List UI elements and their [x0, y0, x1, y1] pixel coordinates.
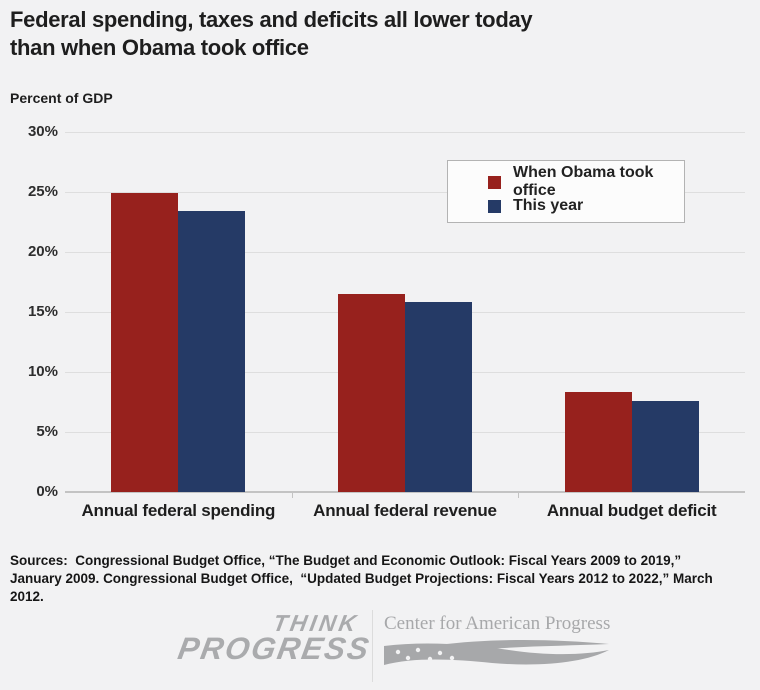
center-for-american-progress-logo: Center for American Progress: [384, 613, 614, 671]
x-axis-separator-tick: [518, 492, 520, 498]
y-gridline: [65, 132, 745, 133]
y-axis-tick-label: 20%: [27, 243, 58, 260]
chart-title: Federal spending, taxes and deficits all…: [10, 6, 533, 62]
thinkprogress-logo: THINK PROGRESS: [145, 610, 376, 666]
x-axis-line: [65, 491, 745, 493]
x-axis-category-label: Annual federal revenue: [313, 501, 497, 520]
center-for-american-progress-logo-text: Center for American Progress: [384, 613, 611, 634]
bar-obama: [338, 294, 405, 492]
y-axis-tick-label: 15%: [27, 303, 58, 320]
x-axis-category-label: Annual federal spending: [81, 501, 276, 520]
legend-entry: This year: [488, 194, 684, 218]
chart-title-line2: than when Obama took office: [10, 35, 309, 60]
y-gridline: [65, 192, 745, 193]
y-axis-tick-label: 25%: [27, 183, 58, 200]
legend-swatch-icon: [488, 199, 501, 213]
bar-obama: [564, 392, 632, 492]
legend-label: When Obama took office: [513, 164, 654, 199]
y-gridline: [65, 252, 745, 253]
y-axis-tick-label: 10%: [27, 363, 58, 380]
chart-title-line1: Federal spending, taxes and deficits all…: [10, 7, 533, 32]
flag-swoosh-icon: [384, 640, 609, 665]
legend-box: When Obama took office This year: [447, 160, 685, 223]
sources-note: Sources: Congressional Budget Office, “T…: [10, 553, 717, 605]
y-axis-tick-label: 5%: [36, 423, 58, 440]
x-axis-separator-tick: [291, 492, 293, 498]
legend-entry: When Obama took office: [488, 164, 684, 199]
bar-this-year: [631, 400, 699, 492]
y-axis-tick-label: 0%: [36, 483, 58, 500]
bar-this-year: [178, 211, 246, 492]
legend-swatch-icon: [488, 175, 501, 189]
x-axis-category-label: Annual budget deficit: [546, 501, 717, 520]
y-axis-tick-label: 30%: [27, 123, 58, 140]
footer-divider: [372, 610, 373, 682]
y-axis-unit-label: Percent of GDP: [10, 90, 113, 106]
legend-label: This year: [513, 197, 584, 214]
thinkprogress-logo-line2: PROGRESS: [175, 631, 374, 666]
bar-this-year: [405, 302, 472, 492]
bar-obama: [111, 193, 179, 492]
